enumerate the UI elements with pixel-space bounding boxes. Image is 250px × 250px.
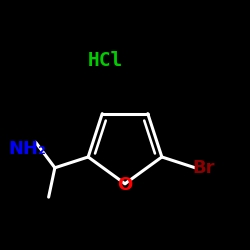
Text: O: O [118,176,132,194]
Text: Br: Br [193,159,215,177]
Text: NH₂: NH₂ [8,140,46,158]
Text: HCl: HCl [88,50,122,70]
